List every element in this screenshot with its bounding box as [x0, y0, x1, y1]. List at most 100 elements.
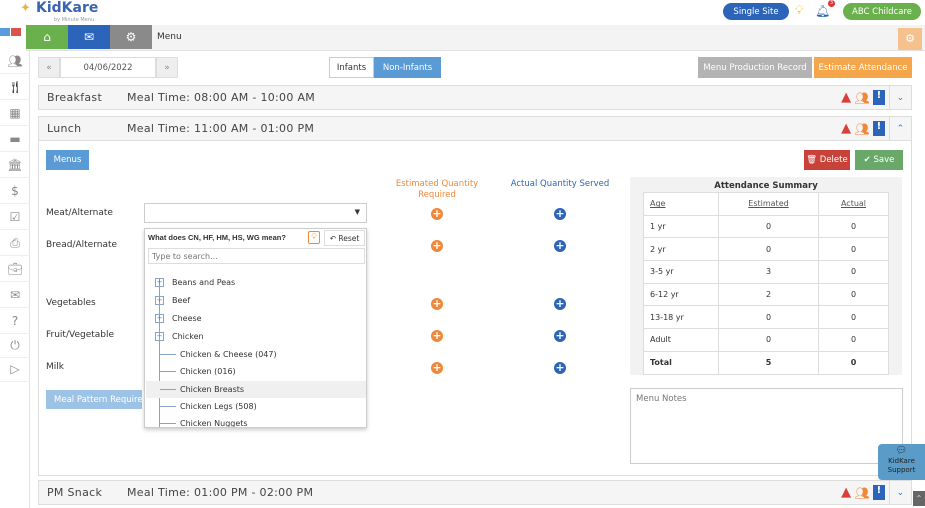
- estimated-quantity-header: Estimated Quantity Required: [395, 179, 479, 200]
- add-actual-plus-icon[interactable]: +: [554, 297, 566, 310]
- meal-pattern-requirements-button[interactable]: Meal Pattern Requirements: [46, 390, 142, 409]
- reset-label: Reset: [338, 233, 360, 243]
- scroll-top-icon[interactable]: ⌃: [913, 491, 925, 506]
- briefcase-icon[interactable]: 💼︎: [0, 257, 30, 282]
- calendar-icon[interactable]: ▦: [0, 101, 30, 126]
- tree-item[interactable]: Chicken Legs (508): [160, 402, 257, 411]
- add-actual-plus-icon[interactable]: +: [554, 329, 566, 342]
- dollar-icon[interactable]: $: [0, 179, 30, 204]
- help-icon[interactable]: ?: [0, 309, 30, 334]
- checkbox-icon[interactable]: ☑: [0, 205, 30, 230]
- food-search-input[interactable]: [148, 248, 365, 264]
- menu-notes-textarea[interactable]: [630, 388, 903, 464]
- meal-pattern-label: Meal Pattern Requirements: [54, 394, 142, 405]
- lightbulb-icon[interactable]: 💡︎: [308, 231, 320, 244]
- power-icon[interactable]: ⏻: [0, 333, 30, 358]
- component-label: Meat/Alternate: [46, 208, 113, 218]
- chevron-down-icon[interactable]: ⌄: [889, 86, 911, 109]
- delete-label: Delete: [819, 155, 848, 165]
- add-estimated-plus-icon[interactable]: +: [431, 361, 443, 374]
- add-estimated-plus-icon[interactable]: +: [431, 329, 443, 342]
- prev-date-button[interactable]: «: [38, 57, 60, 78]
- add-actual-plus-icon[interactable]: +: [554, 361, 566, 374]
- chevron-up-icon[interactable]: ⌃: [889, 117, 911, 140]
- kidkare-support-button[interactable]: 💬︎ KidKare Support: [878, 444, 925, 480]
- document-alert-icon[interactable]: !: [873, 90, 885, 105]
- meal-panel-lunch[interactable]: Lunch Meal Time: 11:00 AM - 01:00 PM ▲ 👥︎…: [38, 116, 912, 141]
- utensils-icon[interactable]: 🍴︎: [0, 75, 30, 100]
- warning-icon[interactable]: ▲: [841, 90, 852, 105]
- play-icon[interactable]: ▷: [0, 357, 30, 382]
- tree-category-beef[interactable]: + Beef: [155, 296, 191, 305]
- tree-category-cheese[interactable]: + Cheese: [155, 314, 202, 323]
- date-field[interactable]: 04/06/2022: [60, 57, 156, 78]
- attendance-people-icon[interactable]: 👥︎: [854, 121, 870, 136]
- envelope-icon[interactable]: ✉: [68, 25, 110, 49]
- top-bar: ✦ KidKare by Minute Menu Single Site 💡︎ …: [0, 0, 925, 25]
- attendance-title: Attendance Summary: [714, 181, 818, 191]
- attendance-people-icon[interactable]: 👥︎: [854, 485, 870, 500]
- meal-panel-breakfast[interactable]: Breakfast Meal Time: 08:00 AM - 10:00 AM…: [38, 85, 912, 110]
- actual-quantity-header: Actual Quantity Served: [510, 179, 610, 189]
- tree-item-highlighted[interactable]: Chicken Breasts: [146, 381, 366, 398]
- tree-item[interactable]: Chicken & Cheese (047): [160, 350, 277, 359]
- settings-gear-icon[interactable]: ⚙: [898, 28, 922, 50]
- bell-icon[interactable]: 🔔︎: [815, 4, 831, 18]
- meal-panel-pm-snack[interactable]: PM Snack Meal Time: 01:00 PM - 02:00 PM …: [38, 480, 912, 505]
- meal-time: Meal Time: 08:00 AM - 10:00 AM: [127, 91, 316, 104]
- gears-icon[interactable]: ⚙: [110, 25, 152, 49]
- check-circle-icon: ✔: [863, 155, 874, 165]
- mail-icon[interactable]: ✉: [0, 283, 30, 308]
- tab-infants[interactable]: Infants: [329, 57, 374, 78]
- pdf-icon[interactable]: ⎙: [0, 231, 30, 256]
- attendance-table: Age Estimated Actual 1 yr 0 0 2 yr 0 0 3-5 yr 3…: [643, 192, 889, 375]
- add-actual-plus-icon[interactable]: +: [554, 239, 566, 252]
- table-row-total: Total 5 0: [643, 350, 889, 375]
- chat-bubbles-icon: 💬︎: [895, 446, 908, 456]
- account-button[interactable]: ABC Childcare: [843, 3, 921, 20]
- warning-icon[interactable]: ▲: [841, 485, 852, 500]
- add-estimated-plus-icon[interactable]: +: [431, 297, 443, 310]
- menus-button[interactable]: Menus: [46, 150, 89, 170]
- expand-plus-icon[interactable]: +: [155, 278, 164, 287]
- home-icon[interactable]: ⌂: [26, 25, 68, 49]
- tree-category-chicken[interactable]: − Chicken: [155, 332, 204, 341]
- caret-down-icon: ▼: [354, 208, 360, 216]
- bank-icon[interactable]: 🏛︎: [0, 153, 30, 178]
- meal-name: Breakfast: [47, 91, 103, 104]
- tab-non-infants[interactable]: Non-Infants: [374, 57, 441, 78]
- card-icon[interactable]: ▬: [0, 127, 30, 152]
- add-actual-plus-icon[interactable]: +: [554, 207, 566, 220]
- meat-alternate-select[interactable]: ▼: [144, 203, 367, 223]
- delete-button[interactable]: 🗑︎ Delete: [804, 150, 850, 170]
- save-button[interactable]: ✔ Save: [855, 150, 903, 170]
- column-header-age[interactable]: Age: [643, 192, 719, 216]
- expand-plus-icon[interactable]: +: [155, 296, 164, 305]
- people-icon[interactable]: 👥︎: [0, 49, 30, 74]
- add-estimated-plus-icon[interactable]: +: [431, 239, 443, 252]
- single-site-button[interactable]: Single Site: [723, 3, 789, 20]
- tree-category-beans-and-peas[interactable]: + Beans and Peas: [155, 278, 236, 287]
- lightbulb-icon[interactable]: 💡︎: [795, 3, 804, 17]
- estimate-attendance-button[interactable]: Estimate Attendance: [814, 57, 912, 78]
- next-date-button[interactable]: »: [156, 57, 178, 78]
- collapse-minus-icon[interactable]: −: [155, 332, 164, 341]
- expand-plus-icon[interactable]: +: [155, 314, 164, 323]
- document-alert-icon[interactable]: !: [873, 121, 885, 136]
- menu-production-record-button[interactable]: Menu Production Record: [698, 57, 812, 78]
- warning-icon[interactable]: ▲: [841, 121, 852, 136]
- table-row: 13-18 yr 0 0: [643, 305, 889, 330]
- reset-button[interactable]: ↶ Reset: [324, 230, 365, 246]
- add-estimated-plus-icon[interactable]: +: [431, 207, 443, 220]
- column-header-estimated[interactable]: Estimated: [718, 192, 819, 216]
- abbreviation-help-link[interactable]: What does CN, HF, HM, HS, WG mean?: [148, 233, 286, 242]
- attendance-people-icon[interactable]: 👥︎: [854, 90, 870, 105]
- kidkare-logo[interactable]: ✦ KidKare by Minute Menu: [20, 0, 100, 24]
- color-swatch-blue: [0, 28, 10, 36]
- column-header-actual[interactable]: Actual: [818, 192, 889, 216]
- tree-item[interactable]: Chicken Nuggets: [160, 419, 248, 427]
- document-alert-icon[interactable]: !: [873, 485, 885, 500]
- chevron-down-icon[interactable]: ⌄: [889, 481, 911, 504]
- tree-item[interactable]: Chicken (016): [160, 367, 236, 376]
- logo-tagline: by Minute Menu: [54, 17, 95, 23]
